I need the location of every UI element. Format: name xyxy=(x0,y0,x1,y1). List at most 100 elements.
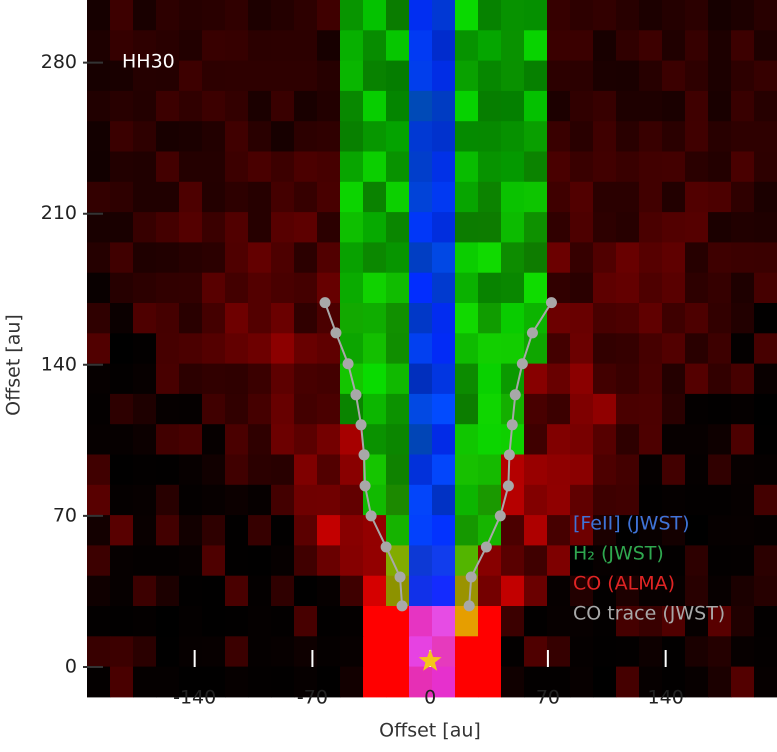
y-tick-label: 70 xyxy=(53,504,77,526)
image-cell xyxy=(202,484,226,516)
image-cell xyxy=(87,454,111,486)
source-star xyxy=(418,649,442,671)
image-cell xyxy=(547,636,571,668)
image-cell xyxy=(478,121,502,152)
image-cell xyxy=(570,363,594,395)
image-cell xyxy=(386,333,410,365)
image-cell xyxy=(340,545,364,577)
y-tick-label: 280 xyxy=(41,51,77,73)
image-cell xyxy=(731,90,755,122)
image-cell xyxy=(570,60,594,92)
image-cell xyxy=(386,212,410,243)
image-cell xyxy=(455,333,479,365)
image-cell xyxy=(156,181,180,213)
image-cell xyxy=(432,30,456,62)
image-cell xyxy=(271,636,295,668)
image-cell xyxy=(156,393,180,425)
image-cell xyxy=(156,484,180,516)
x-tick-label: 0 xyxy=(424,687,436,709)
image-cell xyxy=(455,484,479,516)
image-cell xyxy=(685,272,709,304)
image-cell xyxy=(547,363,571,395)
trace-point xyxy=(355,419,367,431)
image-cell xyxy=(593,151,617,183)
image-cell xyxy=(524,181,548,213)
image-cell xyxy=(409,575,433,607)
image-cell xyxy=(271,30,295,62)
image-cell xyxy=(202,454,226,486)
image-cell xyxy=(202,515,226,546)
image-cell xyxy=(662,181,686,213)
image-cell xyxy=(570,0,594,31)
image-cell xyxy=(524,0,548,31)
image-cell xyxy=(87,484,111,516)
image-cell xyxy=(271,606,295,637)
image-cell xyxy=(294,666,318,698)
image-cell xyxy=(708,333,732,365)
image-cell xyxy=(432,484,456,516)
image-cell xyxy=(455,636,479,668)
image-cell xyxy=(570,484,594,516)
image-cell xyxy=(524,363,548,395)
image-cell xyxy=(386,151,410,183)
image-cell xyxy=(662,121,686,152)
image-cell xyxy=(225,424,249,455)
image-cell xyxy=(225,90,249,122)
image-cell xyxy=(478,90,502,122)
image-cell xyxy=(294,575,318,607)
image-cell xyxy=(501,424,525,455)
image-cell xyxy=(616,636,640,668)
image-cell xyxy=(639,121,663,152)
image-cell xyxy=(593,181,617,213)
image-cell xyxy=(501,272,525,304)
image-cell xyxy=(294,0,318,31)
image-cell xyxy=(524,454,548,486)
image-cell xyxy=(225,121,249,152)
image-cell xyxy=(248,666,272,698)
image-cell xyxy=(248,393,272,425)
image-cell xyxy=(616,454,640,486)
trace-point xyxy=(509,389,521,401)
image-cell xyxy=(432,151,456,183)
image-cell xyxy=(455,666,479,698)
image-cell xyxy=(455,0,479,31)
image-cell xyxy=(87,606,111,637)
image-cell xyxy=(317,121,341,152)
image-cell xyxy=(662,272,686,304)
image-cell xyxy=(662,454,686,486)
image-cell xyxy=(754,30,777,62)
image-cell xyxy=(110,606,134,637)
image-cell xyxy=(110,242,134,274)
image-cell xyxy=(179,333,203,365)
image-cell xyxy=(455,151,479,183)
image-cell xyxy=(133,303,157,334)
image-cell xyxy=(708,363,732,395)
image-cell xyxy=(662,575,686,607)
image-cell xyxy=(731,272,755,304)
image-cell xyxy=(662,60,686,92)
image-cell xyxy=(317,272,341,304)
image-cell xyxy=(455,303,479,334)
image-cell xyxy=(202,393,226,425)
image-cell xyxy=(386,272,410,304)
image-cell xyxy=(455,242,479,274)
image-cell xyxy=(708,121,732,152)
image-cell xyxy=(570,303,594,334)
image-cell xyxy=(87,303,111,334)
image-cell xyxy=(179,0,203,31)
image-cell xyxy=(409,212,433,243)
image-cell xyxy=(248,515,272,546)
image-cell xyxy=(432,212,456,243)
image-cell xyxy=(639,212,663,243)
image-cell xyxy=(455,363,479,395)
image-cell xyxy=(662,0,686,31)
image-cell xyxy=(110,181,134,213)
image-cell xyxy=(685,0,709,31)
image-cell xyxy=(271,181,295,213)
image-cell xyxy=(386,60,410,92)
image-cell xyxy=(294,303,318,334)
image-cell xyxy=(685,666,709,698)
image-cell xyxy=(662,242,686,274)
image-cell xyxy=(409,90,433,122)
image-cell xyxy=(225,484,249,516)
